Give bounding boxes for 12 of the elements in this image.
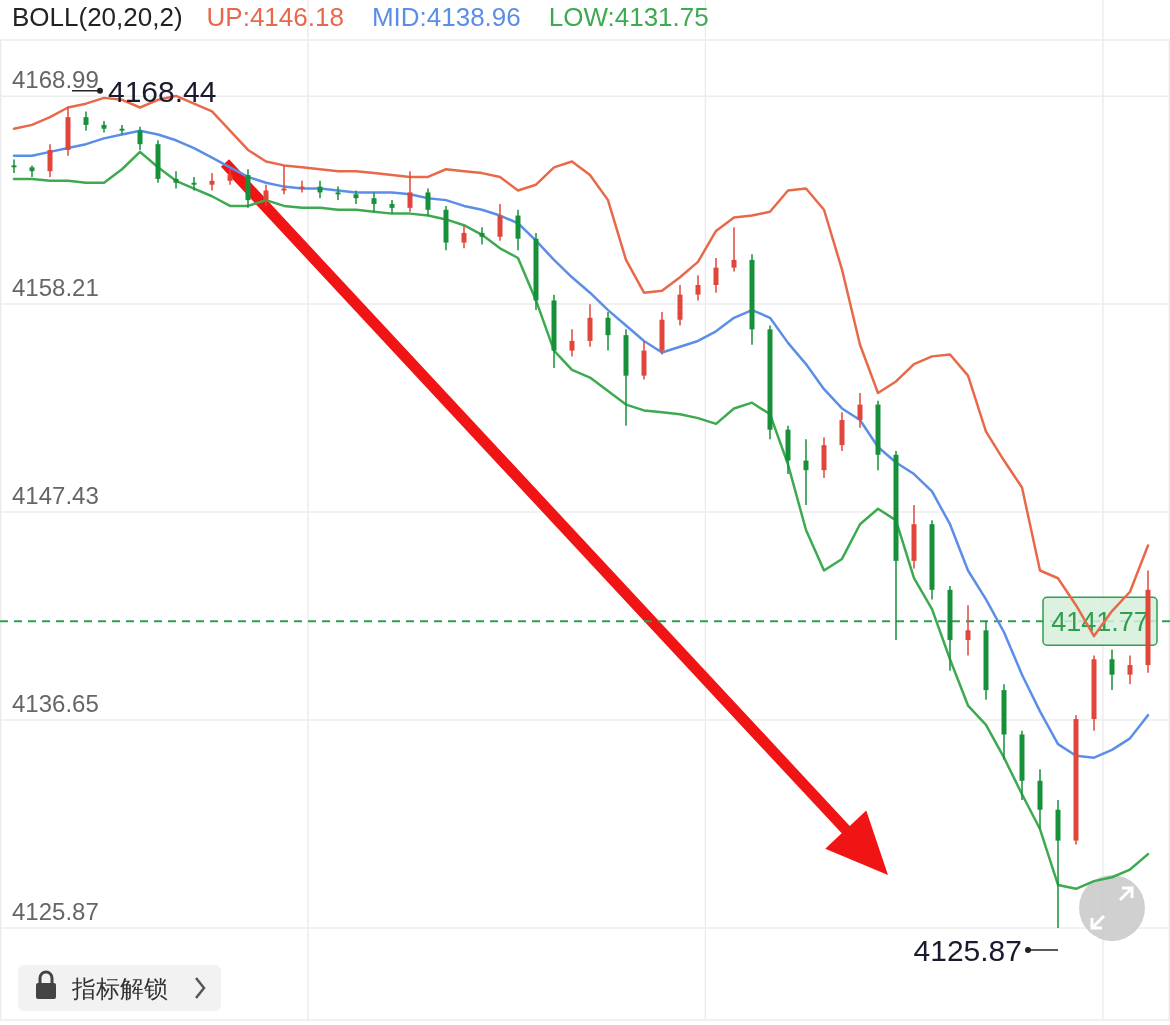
y-tick-label: 4136.65: [12, 690, 99, 718]
text: LOW:4131.75: [548, 2, 709, 32]
y-tick-label: 4125.87: [12, 897, 99, 925]
chart-title: BOLL(20,20,2): [12, 2, 183, 32]
y-tick-label: 4158.21: [12, 274, 99, 302]
text: MID:4138.96: [371, 2, 521, 32]
annotation: 指标解锁: [71, 975, 168, 1002]
annotation: 4125.87: [913, 933, 1022, 967]
y-tick-label: 4168.99: [12, 66, 99, 94]
text: UP:4146.18: [206, 2, 344, 32]
y-tick-label: 4147.43: [12, 482, 99, 510]
annotation: 4168.44: [108, 74, 217, 108]
